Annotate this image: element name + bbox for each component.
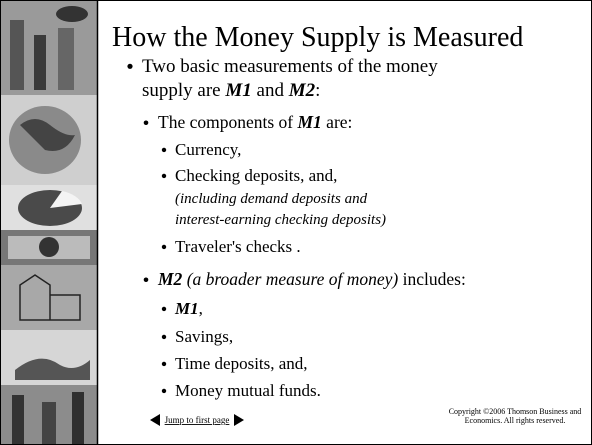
text-run: Currency,: [175, 140, 241, 159]
text-run: M2: [288, 80, 316, 101]
text-run: includes:: [398, 269, 466, 289]
text-run: supply are: [142, 80, 225, 101]
next-arrow[interactable]: [234, 414, 244, 426]
copyright: Economics. All rights reserved.: [465, 416, 566, 425]
text-run: are:: [322, 112, 353, 132]
bullet-text: Traveler's checks .: [175, 237, 301, 256]
bullet: [161, 173, 167, 179]
text-run: :: [315, 80, 320, 101]
text-run: M1: [174, 299, 199, 318]
prev-arrow[interactable]: [150, 414, 160, 426]
text-run: M1: [224, 80, 251, 101]
text-run: M1: [296, 112, 321, 132]
bullet-text: Money mutual funds.: [175, 381, 321, 400]
building-image: [1, 265, 97, 330]
bullet: [161, 361, 167, 367]
bullet-text: M1,: [174, 299, 203, 318]
text-run: and: [252, 80, 289, 101]
bullet: [161, 147, 167, 153]
bullet: [127, 63, 133, 69]
bullet: [161, 334, 167, 340]
text-run: Traveler's checks .: [175, 237, 301, 256]
bullet: [161, 306, 167, 312]
bullet-note: interest-earning checking deposits): [175, 212, 386, 228]
text-run: ,: [199, 299, 203, 318]
text-run: Savings,: [175, 327, 233, 346]
bullet-text: M2 (a broader measure of money) includes…: [157, 269, 466, 289]
bullet-text: Time deposits, and,: [175, 354, 308, 373]
bullet-text: Two basic measurements of the money: [142, 56, 438, 77]
bullet: [143, 277, 149, 283]
text-run: Time deposits, and,: [175, 354, 308, 373]
copyright: Copyright ©2006 Thomson Business and: [449, 407, 582, 416]
bullet-note: (including demand deposits and: [175, 191, 368, 207]
bullet-text: Savings,: [175, 327, 233, 346]
text-run: Two basic measurements of the money: [142, 56, 438, 77]
slide-title: How the Money Supply is Measured: [112, 22, 523, 53]
bullet: [161, 244, 167, 250]
text-run: M2: [157, 269, 183, 289]
bullet-text: Checking deposits, and,: [175, 166, 337, 185]
bullet: [143, 120, 149, 126]
sidebar: [1, 1, 97, 444]
bullet: [161, 388, 167, 394]
bullet-text: The components of M1 are:: [158, 112, 352, 132]
text-run: The components of: [158, 112, 297, 132]
bullet-text: supply are M1 and M2:: [142, 80, 320, 101]
jump-link[interactable]: Jump to first page: [165, 415, 230, 425]
text-run: Checking deposits, and,: [175, 166, 337, 185]
bullet-text: Currency,: [175, 140, 241, 159]
text-run: Money mutual funds.: [175, 381, 321, 400]
text-run: (a broader measure of money): [182, 269, 398, 289]
